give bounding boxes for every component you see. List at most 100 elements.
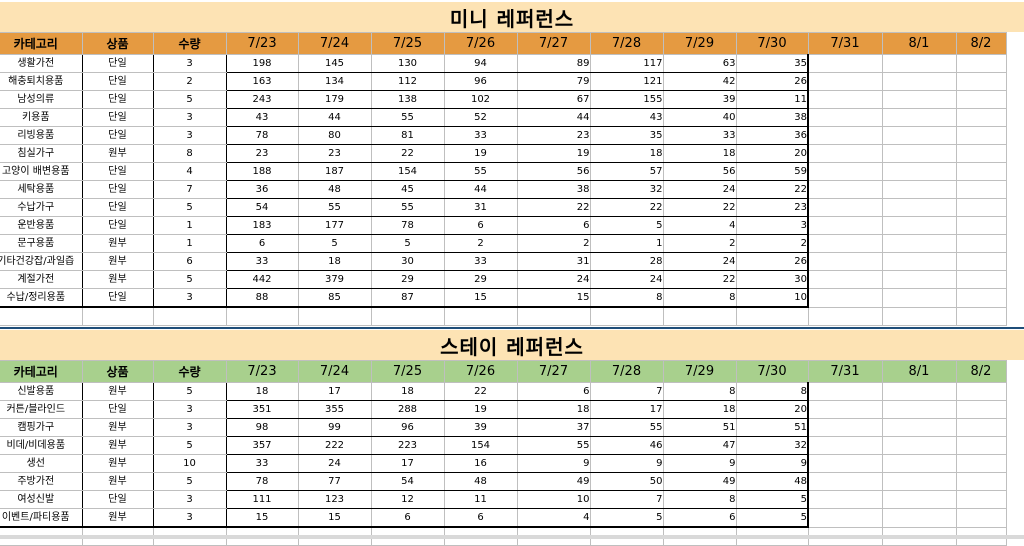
product-cell[interactable]: 단일 <box>81 90 154 109</box>
value-cell[interactable]: 6 <box>443 216 518 235</box>
value-cell[interactable]: 222 <box>297 436 372 455</box>
quantity-cell[interactable]: 3 <box>152 400 227 419</box>
value-cell[interactable] <box>807 54 883 73</box>
product-cell[interactable]: 원부 <box>81 472 154 491</box>
value-cell[interactable]: 15 <box>443 288 518 308</box>
value-cell[interactable] <box>807 252 883 271</box>
value-cell[interactable]: 3 <box>735 216 809 235</box>
value-cell[interactable]: 47 <box>662 436 737 455</box>
product-cell[interactable]: 원부 <box>81 508 154 528</box>
category-cell[interactable]: 세탁용품 <box>0 180 83 199</box>
value-cell[interactable] <box>955 288 1007 308</box>
value-cell[interactable] <box>955 90 1007 109</box>
value-cell[interactable] <box>881 108 957 127</box>
value-cell[interactable] <box>955 382 1007 401</box>
value-cell[interactable] <box>955 54 1007 73</box>
value-cell[interactable]: 9 <box>662 454 737 473</box>
value-cell[interactable]: 99 <box>297 418 372 437</box>
value-cell[interactable] <box>881 234 957 253</box>
value-cell[interactable]: 18 <box>297 252 372 271</box>
value-cell[interactable] <box>955 400 1007 419</box>
value-cell[interactable]: 18 <box>662 400 737 419</box>
date-column-header[interactable]: 7/28 <box>589 360 664 383</box>
value-cell[interactable]: 22 <box>662 198 737 217</box>
value-cell[interactable]: 96 <box>443 72 518 91</box>
product-cell[interactable]: 단일 <box>81 108 154 127</box>
value-cell[interactable]: 163 <box>225 72 299 91</box>
value-cell[interactable]: 23 <box>297 144 372 163</box>
value-cell[interactable]: 154 <box>370 162 445 181</box>
value-cell[interactable] <box>881 436 957 455</box>
category-cell[interactable]: 계절가전 <box>0 270 83 289</box>
value-cell[interactable]: 4 <box>662 216 737 235</box>
value-cell[interactable]: 51 <box>662 418 737 437</box>
value-cell[interactable]: 32 <box>589 180 664 199</box>
value-cell[interactable]: 111 <box>225 490 299 509</box>
product-cell[interactable]: 단일 <box>81 162 154 181</box>
value-cell[interactable]: 52 <box>443 108 518 127</box>
mini-reference-title[interactable]: 미니 레퍼런스 <box>0 2 1024 32</box>
value-cell[interactable]: 33 <box>443 126 518 145</box>
value-cell[interactable] <box>807 126 883 145</box>
value-cell[interactable] <box>807 162 883 181</box>
value-cell[interactable] <box>807 508 883 528</box>
product-cell[interactable]: 단일 <box>81 400 154 419</box>
value-cell[interactable]: 44 <box>297 108 372 127</box>
empty-cell[interactable] <box>807 306 883 326</box>
value-cell[interactable]: 121 <box>589 72 664 91</box>
value-cell[interactable]: 43 <box>589 108 664 127</box>
value-cell[interactable]: 10 <box>516 490 591 509</box>
value-cell[interactable]: 48 <box>297 180 372 199</box>
value-cell[interactable]: 39 <box>443 418 518 437</box>
product-cell[interactable]: 원부 <box>81 270 154 289</box>
value-cell[interactable] <box>955 490 1007 509</box>
quantity-cell[interactable]: 10 <box>152 454 227 473</box>
value-cell[interactable]: 11 <box>735 90 809 109</box>
value-cell[interactable]: 29 <box>370 270 445 289</box>
value-cell[interactable]: 179 <box>297 90 372 109</box>
value-cell[interactable]: 19 <box>443 144 518 163</box>
value-cell[interactable] <box>807 90 883 109</box>
value-cell[interactable] <box>807 144 883 163</box>
date-column-header[interactable]: 7/25 <box>370 32 445 55</box>
empty-cell[interactable] <box>735 306 809 326</box>
value-cell[interactable]: 8 <box>662 288 737 308</box>
value-cell[interactable]: 18 <box>589 144 664 163</box>
value-cell[interactable]: 138 <box>370 90 445 109</box>
value-cell[interactable] <box>881 270 957 289</box>
category-cell[interactable]: 해충퇴치용품 <box>0 72 83 91</box>
category-cell[interactable]: 주방가전 <box>0 472 83 491</box>
product-cell[interactable]: 원부 <box>81 454 154 473</box>
value-cell[interactable] <box>881 400 957 419</box>
value-cell[interactable] <box>881 54 957 73</box>
category-cell[interactable]: 문구용품 <box>0 234 83 253</box>
value-cell[interactable]: 78 <box>225 126 299 145</box>
value-cell[interactable]: 18 <box>516 400 591 419</box>
category-cell[interactable]: 기타건강잡/과일즙 <box>0 252 83 271</box>
category-cell[interactable]: 신발용품 <box>0 382 83 401</box>
value-cell[interactable]: 6 <box>225 234 299 253</box>
value-cell[interactable]: 223 <box>370 436 445 455</box>
date-column-header[interactable]: 7/29 <box>662 32 737 55</box>
value-cell[interactable]: 155 <box>589 90 664 109</box>
value-cell[interactable]: 15 <box>516 288 591 308</box>
product-cell[interactable]: 단일 <box>81 198 154 217</box>
quantity-cell[interactable]: 5 <box>152 270 227 289</box>
quantity-cell[interactable]: 8 <box>152 144 227 163</box>
value-cell[interactable]: 9 <box>735 454 809 473</box>
quantity-cell[interactable]: 3 <box>152 288 227 308</box>
value-cell[interactable]: 6 <box>516 216 591 235</box>
value-cell[interactable]: 7 <box>589 382 664 401</box>
value-cell[interactable]: 154 <box>443 436 518 455</box>
value-cell[interactable]: 38 <box>516 180 591 199</box>
quantity-cell[interactable]: 3 <box>152 126 227 145</box>
value-cell[interactable]: 17 <box>370 454 445 473</box>
value-cell[interactable]: 8 <box>589 288 664 308</box>
value-cell[interactable]: 7 <box>589 490 664 509</box>
value-cell[interactable] <box>881 288 957 308</box>
value-cell[interactable]: 351 <box>225 400 299 419</box>
value-cell[interactable] <box>881 216 957 235</box>
value-cell[interactable] <box>807 472 883 491</box>
date-column-header[interactable]: 7/26 <box>443 32 518 55</box>
value-cell[interactable] <box>807 400 883 419</box>
